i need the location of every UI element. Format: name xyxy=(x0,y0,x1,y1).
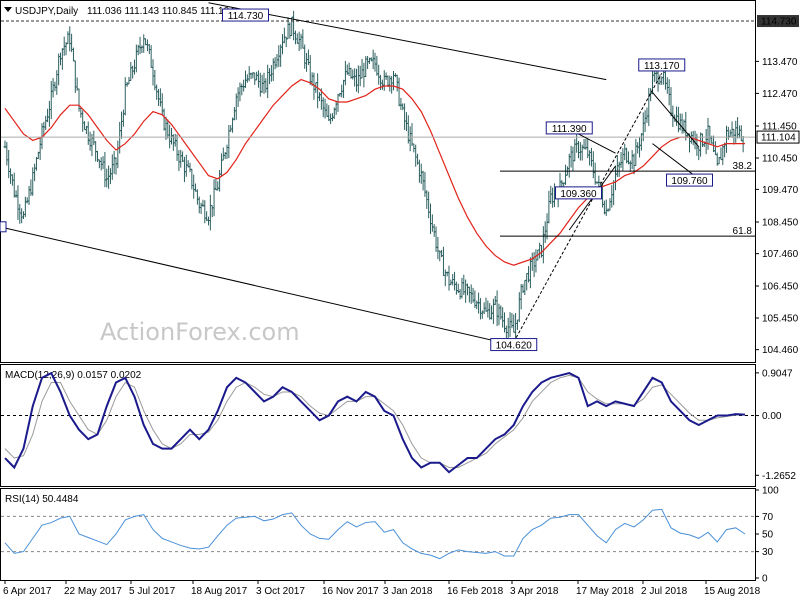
price-y-tick-label: 109.470 xyxy=(762,185,799,196)
rsi-line xyxy=(4,508,746,560)
price-y-tick-label: 106.450 xyxy=(762,282,799,293)
annotation-label: 109.360 xyxy=(560,189,597,200)
price-y-tick-label: 112.470 xyxy=(762,89,798,100)
last-price-label: 111.104 xyxy=(761,133,796,144)
x-tick-label: 3 Jan 2018 xyxy=(383,586,433,597)
price-y-tick-label: 113.470 xyxy=(762,57,798,68)
chart-ohlc: 111.036 111.143 110.845 111.104 xyxy=(87,6,235,17)
wedge-lower-line xyxy=(652,143,700,180)
watermark: ActionForex.com xyxy=(100,318,300,346)
x-tick-label: 17 May 2018 xyxy=(576,586,634,597)
price-annotations: 38.2 61.8 114.730 104.620 111.390 109.360 113.… xyxy=(0,2,755,352)
last-price-badge xyxy=(756,130,800,144)
annotation-label: 113.170 xyxy=(644,61,680,72)
x-tick-label: 16 Feb 2018 xyxy=(447,586,504,597)
rsi-lines xyxy=(1,508,755,560)
price-panel xyxy=(0,0,756,363)
price-hline-label: 114.730 xyxy=(761,17,797,28)
annotation-box xyxy=(545,121,593,135)
x-tick-label: 16 Nov 2017 xyxy=(322,586,379,597)
x-tick-label: 2 Jul 2018 xyxy=(641,586,688,597)
macd-line xyxy=(4,371,746,474)
dropdown-triangle-icon[interactable] xyxy=(4,7,12,12)
price-bars xyxy=(3,10,745,343)
macd-title: MACD(12,26,9) 0.0157 0.0202 xyxy=(5,370,142,381)
rsi-title: RSI(14) 50.4484 xyxy=(5,494,79,505)
rsi-y-tick-label: 50 xyxy=(762,530,774,541)
x-tick-label: 3 Apr 2018 xyxy=(510,586,559,597)
price-hline-badge xyxy=(757,15,799,28)
price-y-tick-label: 107.460 xyxy=(762,249,799,260)
annotation-box xyxy=(666,173,713,187)
annotation-label: 104.620 xyxy=(496,341,533,352)
annotation-box xyxy=(638,58,686,72)
annotation-label: 109.760 xyxy=(671,176,708,187)
annotation-label: 114.730 xyxy=(228,11,264,22)
x-tick-label: 5 Jul 2017 xyxy=(129,586,176,597)
annotation-box xyxy=(222,8,269,22)
price-y-tick-label: 111.450 xyxy=(762,122,797,133)
x-tick-label: 22 May 2017 xyxy=(64,586,122,597)
wedge-upper-line xyxy=(652,92,700,148)
channel-upper-line xyxy=(208,2,607,81)
rsi-y-tick-label: 100 xyxy=(762,486,779,497)
annotation-box xyxy=(490,338,538,352)
edge-marker xyxy=(0,221,7,233)
moving-average-line xyxy=(4,78,745,266)
macd-y-tick-label: 0.00 xyxy=(762,411,782,422)
rise-dashed-line xyxy=(513,72,663,343)
x-tick-label: 6 Apr 2017 xyxy=(3,586,52,597)
price-y-tick-label: 105.450 xyxy=(762,314,799,325)
x-tick-label: 15 Aug 2018 xyxy=(704,586,761,597)
annotation-label: 111.390 xyxy=(552,124,587,135)
macd-y-tick-label: -1.2652 xyxy=(762,471,796,482)
chart-symbol: USDJPY,Daily xyxy=(15,6,78,17)
annotation-box xyxy=(555,186,602,200)
price-y-tick-label: 104.460 xyxy=(762,345,799,356)
rsi-y-tick-label: 70 xyxy=(762,512,774,523)
x-tick-label: 18 Aug 2017 xyxy=(191,586,248,597)
macd-lines xyxy=(1,371,755,474)
macd-panel xyxy=(0,364,756,487)
channel-lower-line xyxy=(0,226,514,346)
axes: 113.470 112.470 111.450 110.450 109.470 108.4… xyxy=(3,15,800,597)
price-y-tick-label: 110.450 xyxy=(762,154,798,165)
fib-level-label: 61.8 xyxy=(733,226,753,237)
rsi-y-tick-label: 30 xyxy=(762,547,774,558)
macd-y-tick-label: 0.9047 xyxy=(762,368,793,379)
price-y-tick-label: 108.450 xyxy=(762,218,799,229)
x-tick-label: 3 Oct 2017 xyxy=(256,586,305,597)
fib-level-label: 38.2 xyxy=(733,161,753,172)
rsi-y-tick-label: 0 xyxy=(762,574,768,585)
